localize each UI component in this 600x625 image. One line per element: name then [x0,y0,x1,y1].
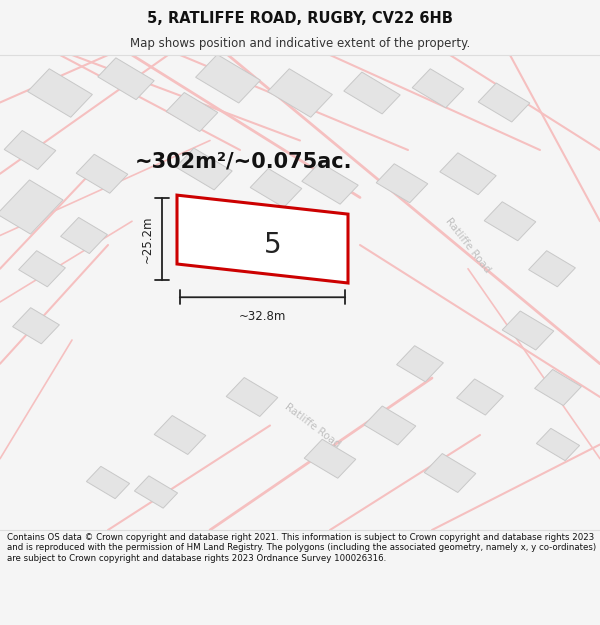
Polygon shape [364,406,416,445]
Text: ~25.2m: ~25.2m [140,215,154,262]
Polygon shape [535,369,581,406]
Polygon shape [226,378,278,416]
Polygon shape [177,195,348,283]
Polygon shape [440,153,496,194]
Polygon shape [250,169,302,208]
Polygon shape [502,311,554,350]
Text: Ratliffe Road: Ratliffe Road [283,401,341,449]
Polygon shape [0,180,63,234]
Polygon shape [166,92,218,131]
Polygon shape [536,428,580,461]
Polygon shape [61,217,107,254]
Text: ~32.8m: ~32.8m [239,310,286,322]
Polygon shape [424,454,476,493]
Polygon shape [19,251,65,287]
Text: Contains OS data © Crown copyright and database right 2021. This information is : Contains OS data © Crown copyright and d… [7,533,596,562]
Polygon shape [478,83,530,122]
Polygon shape [376,164,428,202]
Polygon shape [397,346,443,382]
Polygon shape [176,148,232,190]
Polygon shape [98,58,154,99]
Polygon shape [304,439,356,478]
Polygon shape [457,379,503,415]
Polygon shape [484,202,536,241]
Polygon shape [28,69,92,118]
Polygon shape [86,466,130,499]
Polygon shape [134,476,178,508]
Polygon shape [154,416,206,454]
Polygon shape [76,154,128,193]
Polygon shape [196,54,260,103]
Polygon shape [344,72,400,114]
Text: 5: 5 [264,231,282,259]
Polygon shape [302,162,358,204]
Text: 5, RATLIFFE ROAD, RUGBY, CV22 6HB: 5, RATLIFFE ROAD, RUGBY, CV22 6HB [147,11,453,26]
Text: Map shows position and indicative extent of the property.: Map shows position and indicative extent… [130,38,470,51]
Polygon shape [268,69,332,118]
Text: Ratliffe Road: Ratliffe Road [443,216,493,274]
Text: ~302m²/~0.075ac.: ~302m²/~0.075ac. [135,152,353,172]
Polygon shape [529,251,575,287]
Polygon shape [412,69,464,108]
Polygon shape [13,308,59,344]
Polygon shape [4,131,56,169]
